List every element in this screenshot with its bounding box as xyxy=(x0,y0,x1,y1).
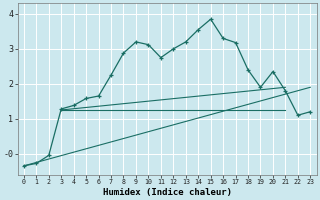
X-axis label: Humidex (Indice chaleur): Humidex (Indice chaleur) xyxy=(103,188,232,197)
